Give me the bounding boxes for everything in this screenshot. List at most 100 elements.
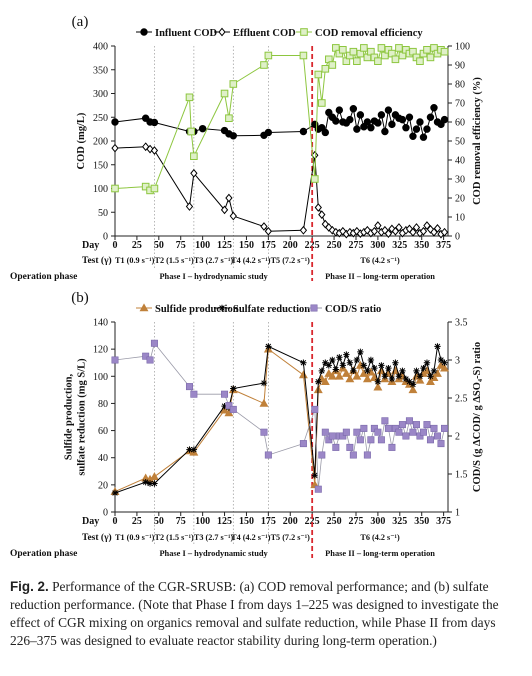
- data-point: [220, 405, 229, 414]
- data-point: [339, 362, 347, 369]
- test-row-label: Test (γ): [82, 255, 112, 266]
- data-point: [409, 227, 417, 237]
- series-line: [303, 409, 445, 490]
- data-point: [374, 428, 382, 436]
- y-tick-label-right: 3: [455, 356, 460, 367]
- data-point: [329, 356, 336, 364]
- x-tick-label: 25: [132, 240, 142, 251]
- legend-marker: [218, 27, 226, 37]
- data-point: [363, 225, 372, 235]
- data-point: [377, 44, 386, 52]
- series-effluent-cod: [111, 142, 449, 239]
- data-point: [440, 47, 449, 56]
- data-point: [349, 451, 357, 459]
- data-point: [440, 115, 449, 124]
- x-tick-label: 125: [217, 516, 232, 527]
- data-point: [433, 224, 442, 233]
- x-tick-label: 225: [305, 516, 320, 527]
- data-point: [314, 70, 323, 79]
- x-tick-label: 275: [348, 240, 363, 251]
- x-tick-label: 0: [113, 516, 118, 527]
- data-point: [150, 146, 159, 155]
- data-point: [427, 373, 434, 380]
- y-tick-label-right: 70: [455, 99, 465, 110]
- y-tick-label-right: 2.5: [455, 394, 468, 405]
- y-tick-label-right: 100: [455, 42, 470, 53]
- test-label: T4 (4.2 s⁻¹): [231, 256, 271, 265]
- data-point: [371, 364, 378, 372]
- y-tick-label-left: 100: [93, 184, 108, 195]
- data-point: [198, 124, 207, 133]
- data-point: [264, 451, 272, 459]
- y-axis-label: sulfate reduction (mg S/L): [77, 358, 88, 476]
- data-point: [423, 221, 431, 230]
- data-point: [346, 359, 354, 366]
- data-point: [423, 125, 431, 133]
- data-point: [225, 193, 233, 203]
- data-point: [402, 375, 410, 383]
- data-point: [318, 210, 326, 220]
- y-tick-label-left: 80: [98, 399, 108, 410]
- test-label: T6 (4.2 s⁻¹): [360, 256, 400, 265]
- data-point: [229, 405, 237, 413]
- x-tick-label: 75: [176, 240, 186, 251]
- data-point: [260, 222, 268, 231]
- data-point: [412, 421, 420, 429]
- data-point: [377, 111, 386, 119]
- legend-entry: Sulfate reduction: [233, 304, 310, 315]
- x-tick-label: 375: [436, 240, 451, 251]
- data-point: [146, 356, 154, 364]
- data-point: [190, 446, 198, 453]
- data-point: [430, 104, 438, 112]
- data-point: [441, 359, 448, 366]
- data-point: [416, 373, 424, 380]
- data-point: [398, 115, 407, 124]
- series-influent-cod: [111, 104, 449, 141]
- data-point: [385, 364, 392, 372]
- data-point: [402, 432, 410, 440]
- data-point: [321, 65, 330, 73]
- data-point: [388, 120, 396, 129]
- test-label: T1 (0.9 s⁻¹): [115, 533, 155, 542]
- data-point: [335, 106, 344, 114]
- y-tick-label-left: 200: [93, 137, 108, 148]
- data-point: [229, 80, 238, 88]
- data-point: [111, 143, 119, 153]
- data-point: [408, 385, 418, 394]
- y-tick-label-right: 1.5: [455, 470, 468, 481]
- data-point: [412, 125, 421, 133]
- data-point: [150, 118, 159, 127]
- data-point: [185, 202, 194, 211]
- data-point: [353, 125, 361, 133]
- data-point: [374, 119, 382, 127]
- data-point: [225, 402, 233, 410]
- series-line: [114, 342, 304, 456]
- data-point: [111, 489, 119, 497]
- data-point: [430, 227, 438, 237]
- legend: Influent COD Effluent COD COD removal effi…: [136, 27, 423, 39]
- data-point: [336, 354, 343, 361]
- data-point: [150, 339, 158, 347]
- test-label: T2 (1.5 s⁻¹): [154, 256, 194, 265]
- x-tick-label: 150: [239, 240, 254, 251]
- data-point: [332, 443, 340, 451]
- y-tick-label-left: 250: [93, 113, 108, 124]
- data-point: [314, 485, 322, 493]
- data-point: [322, 359, 329, 366]
- data-point: [363, 451, 371, 459]
- y-tick-label-right: 1: [455, 508, 460, 519]
- data-point: [190, 152, 198, 160]
- data-point: [434, 343, 441, 350]
- phase-row-label: Operation phase: [10, 549, 77, 559]
- test-row-label: Test (γ): [82, 532, 112, 543]
- data-point: [265, 343, 272, 350]
- data-point: [311, 405, 319, 413]
- data-point: [299, 440, 307, 448]
- data-point: [220, 89, 229, 98]
- y-tick-label-left: 350: [93, 65, 108, 76]
- data-point: [111, 118, 119, 126]
- data-point: [260, 428, 268, 436]
- data-point: [395, 223, 403, 232]
- data-point: [391, 226, 400, 236]
- data-point: [416, 118, 424, 126]
